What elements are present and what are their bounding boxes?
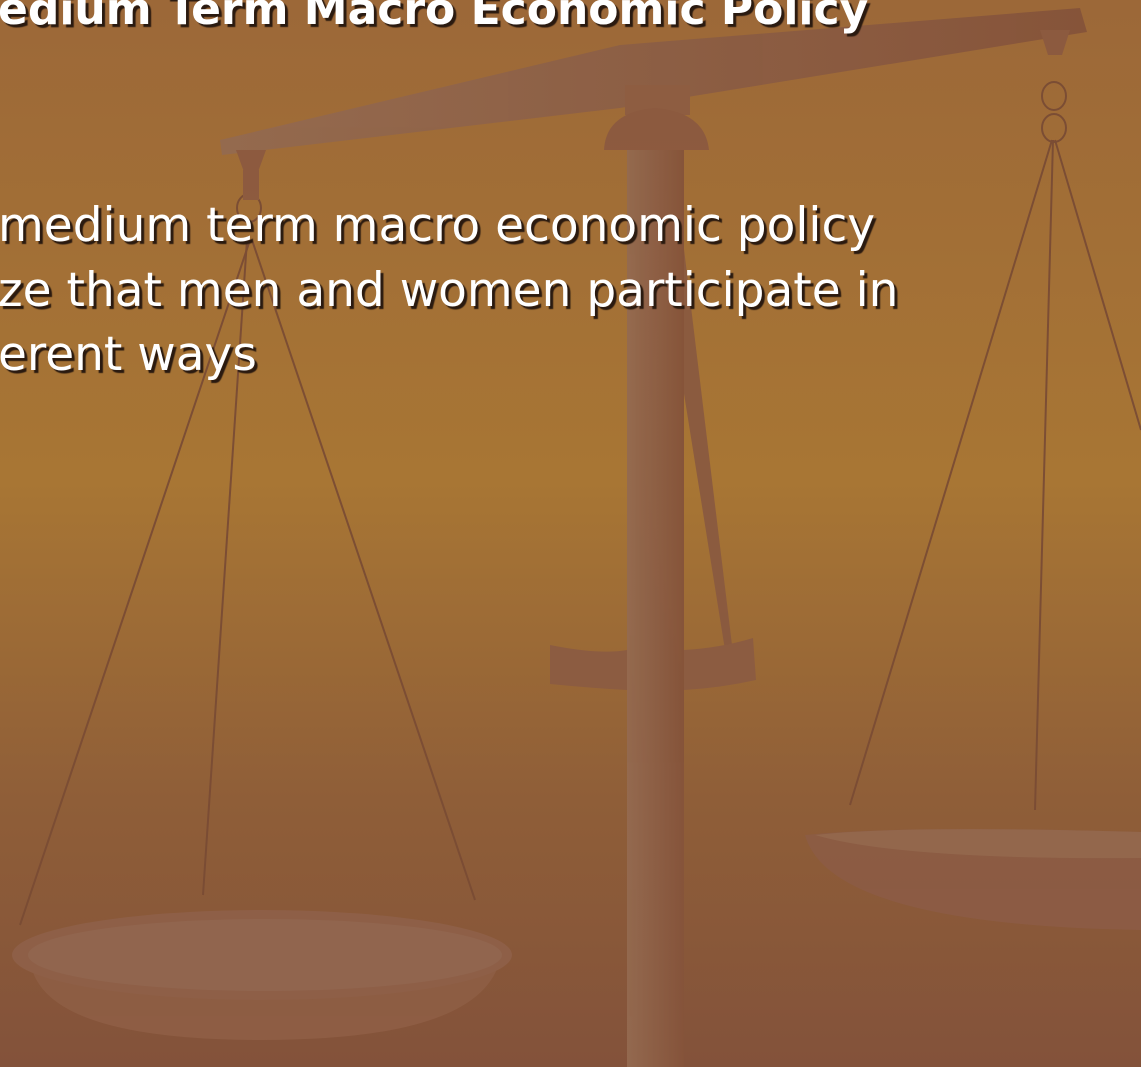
background <box>0 0 1141 1067</box>
slide-title: edium Term Macro Economic Policy <box>0 0 868 35</box>
slide: {"slide": {"title": "edium Term Macro Ec… <box>0 0 1141 1067</box>
body-line: erent ways <box>0 327 257 382</box>
body-line: medium term macro economic policy <box>0 198 875 253</box>
body-line: ze that men and women participate in <box>0 263 898 318</box>
